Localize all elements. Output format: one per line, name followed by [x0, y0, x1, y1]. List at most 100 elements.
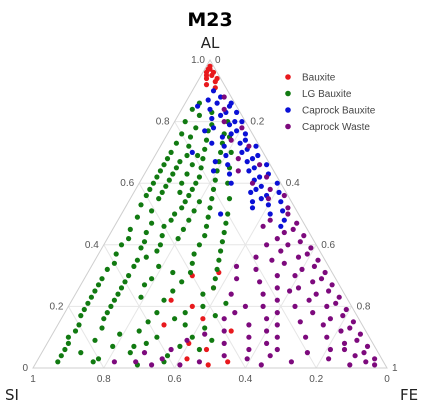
point-lg-bauxite: [154, 174, 160, 180]
point-lg-bauxite: [95, 282, 102, 288]
point-lg-bauxite: [223, 300, 229, 306]
point-lg-bauxite: [164, 353, 171, 359]
point-bauxite: [205, 66, 211, 72]
point-caprock-bauxite: [209, 115, 215, 122]
point-lg-bauxite: [212, 276, 218, 282]
point-caprock-waste: [310, 279, 316, 285]
point-lg-bauxite: [150, 180, 156, 186]
point-lg-bauxite: [143, 340, 149, 346]
tick-label-al: 0.6: [120, 178, 134, 189]
point-caprock-waste: [260, 223, 266, 229]
point-caprock-waste: [235, 156, 241, 162]
point-caprock-bauxite: [251, 165, 257, 171]
point-lg-bauxite: [189, 334, 195, 340]
point-lg-bauxite: [117, 331, 123, 337]
point-lg-bauxite: [92, 288, 98, 294]
point-caprock-waste: [285, 211, 291, 217]
point-caprock-bauxite: [234, 128, 240, 134]
point-lg-bauxite: [179, 279, 185, 285]
triangle-outline: [32, 58, 388, 369]
point-caprock-waste: [324, 334, 330, 340]
point-lg-bauxite: [149, 220, 155, 226]
point-caprock-bauxite: [228, 180, 234, 186]
point-caprock-waste: [221, 328, 227, 334]
point-lg-bauxite: [154, 248, 160, 254]
point-caprock-bauxite: [228, 100, 234, 106]
point-lg-bauxite: [196, 346, 202, 353]
point-caprock-waste: [290, 226, 296, 232]
point-caprock-waste: [295, 254, 302, 260]
point-caprock-waste: [338, 328, 344, 334]
point-lg-bauxite: [141, 239, 148, 245]
point-lg-bauxite: [72, 328, 79, 334]
point-caprock-waste: [327, 316, 333, 322]
point-caprock-waste: [281, 192, 287, 199]
point-caprock-bauxite: [218, 94, 224, 100]
legend-label-caprock-bauxite: Caprock Bauxite: [302, 106, 376, 117]
point-caprock-waste: [258, 362, 264, 368]
point-caprock-waste: [274, 236, 280, 242]
point-lg-bauxite: [166, 177, 172, 183]
point-lg-bauxite: [198, 165, 204, 171]
point-lg-bauxite: [205, 214, 211, 220]
point-lg-bauxite: [202, 233, 208, 239]
point-caprock-waste: [228, 291, 234, 297]
point-lg-bauxite: [164, 156, 171, 162]
point-lg-bauxite: [189, 106, 195, 112]
point-lg-bauxite: [99, 325, 105, 331]
point-lg-bauxite: [203, 137, 210, 143]
point-caprock-waste: [264, 316, 270, 322]
point-caprock-waste: [347, 362, 353, 368]
point-lg-bauxite: [182, 119, 188, 125]
point-lg-bauxite: [108, 303, 114, 309]
point-lg-bauxite: [179, 180, 185, 186]
point-lg-bauxite: [219, 239, 225, 245]
point-caprock-waste: [364, 343, 371, 349]
point-bauxite: [184, 356, 190, 362]
point-caprock-bauxite: [239, 119, 245, 125]
point-lg-bauxite: [104, 266, 110, 272]
point-caprock-waste: [265, 196, 271, 202]
point-caprock-waste: [246, 334, 252, 340]
point-caprock-bauxite: [249, 205, 256, 211]
point-lg-bauxite: [191, 208, 197, 214]
point-lg-bauxite: [122, 279, 128, 285]
point-lg-bauxite: [65, 340, 71, 346]
tick-label-al: 0: [22, 363, 28, 374]
point-lg-bauxite: [143, 192, 149, 199]
point-caprock-waste: [287, 288, 293, 294]
point-bauxite: [168, 297, 174, 303]
point-lg-bauxite: [218, 248, 224, 254]
point-caprock-waste: [228, 137, 234, 143]
point-caprock-bauxite: [209, 140, 215, 146]
point-caprock-bauxite: [276, 189, 282, 195]
point-caprock-waste: [159, 356, 165, 362]
point-lg-bauxite: [113, 251, 119, 257]
tick-label-al: 0.2: [49, 301, 63, 312]
tick-label-si: 1: [30, 374, 36, 385]
point-caprock-bauxite: [226, 171, 233, 177]
point-lg-bauxite: [182, 322, 188, 328]
point-caprock-waste: [221, 94, 227, 100]
point-lg-bauxite: [218, 149, 224, 155]
point-caprock-waste: [257, 279, 263, 285]
point-caprock-waste: [311, 263, 317, 269]
point-caprock-bauxite: [218, 211, 224, 217]
point-lg-bauxite: [186, 143, 192, 149]
point-caprock-bauxite: [207, 106, 213, 112]
point-caprock-bauxite: [234, 109, 240, 115]
point-caprock-waste: [111, 359, 117, 365]
point-caprock-waste: [304, 350, 310, 356]
point-caprock-waste: [350, 319, 356, 325]
point-lg-bauxite: [115, 291, 121, 297]
point-caprock-bauxite: [221, 143, 227, 149]
point-lg-bauxite: [78, 350, 84, 356]
point-lg-bauxite: [179, 131, 185, 137]
point-caprock-waste: [333, 300, 339, 306]
point-caprock-bauxite: [244, 159, 250, 165]
point-caprock-waste: [326, 356, 332, 362]
axis-ticks: 00.20.40.60.81.0 00.20.40.60.8100.20.40.6…: [22, 55, 398, 385]
point-lg-bauxite: [196, 112, 202, 118]
point-bauxite: [214, 75, 220, 82]
point-caprock-waste: [361, 350, 367, 356]
